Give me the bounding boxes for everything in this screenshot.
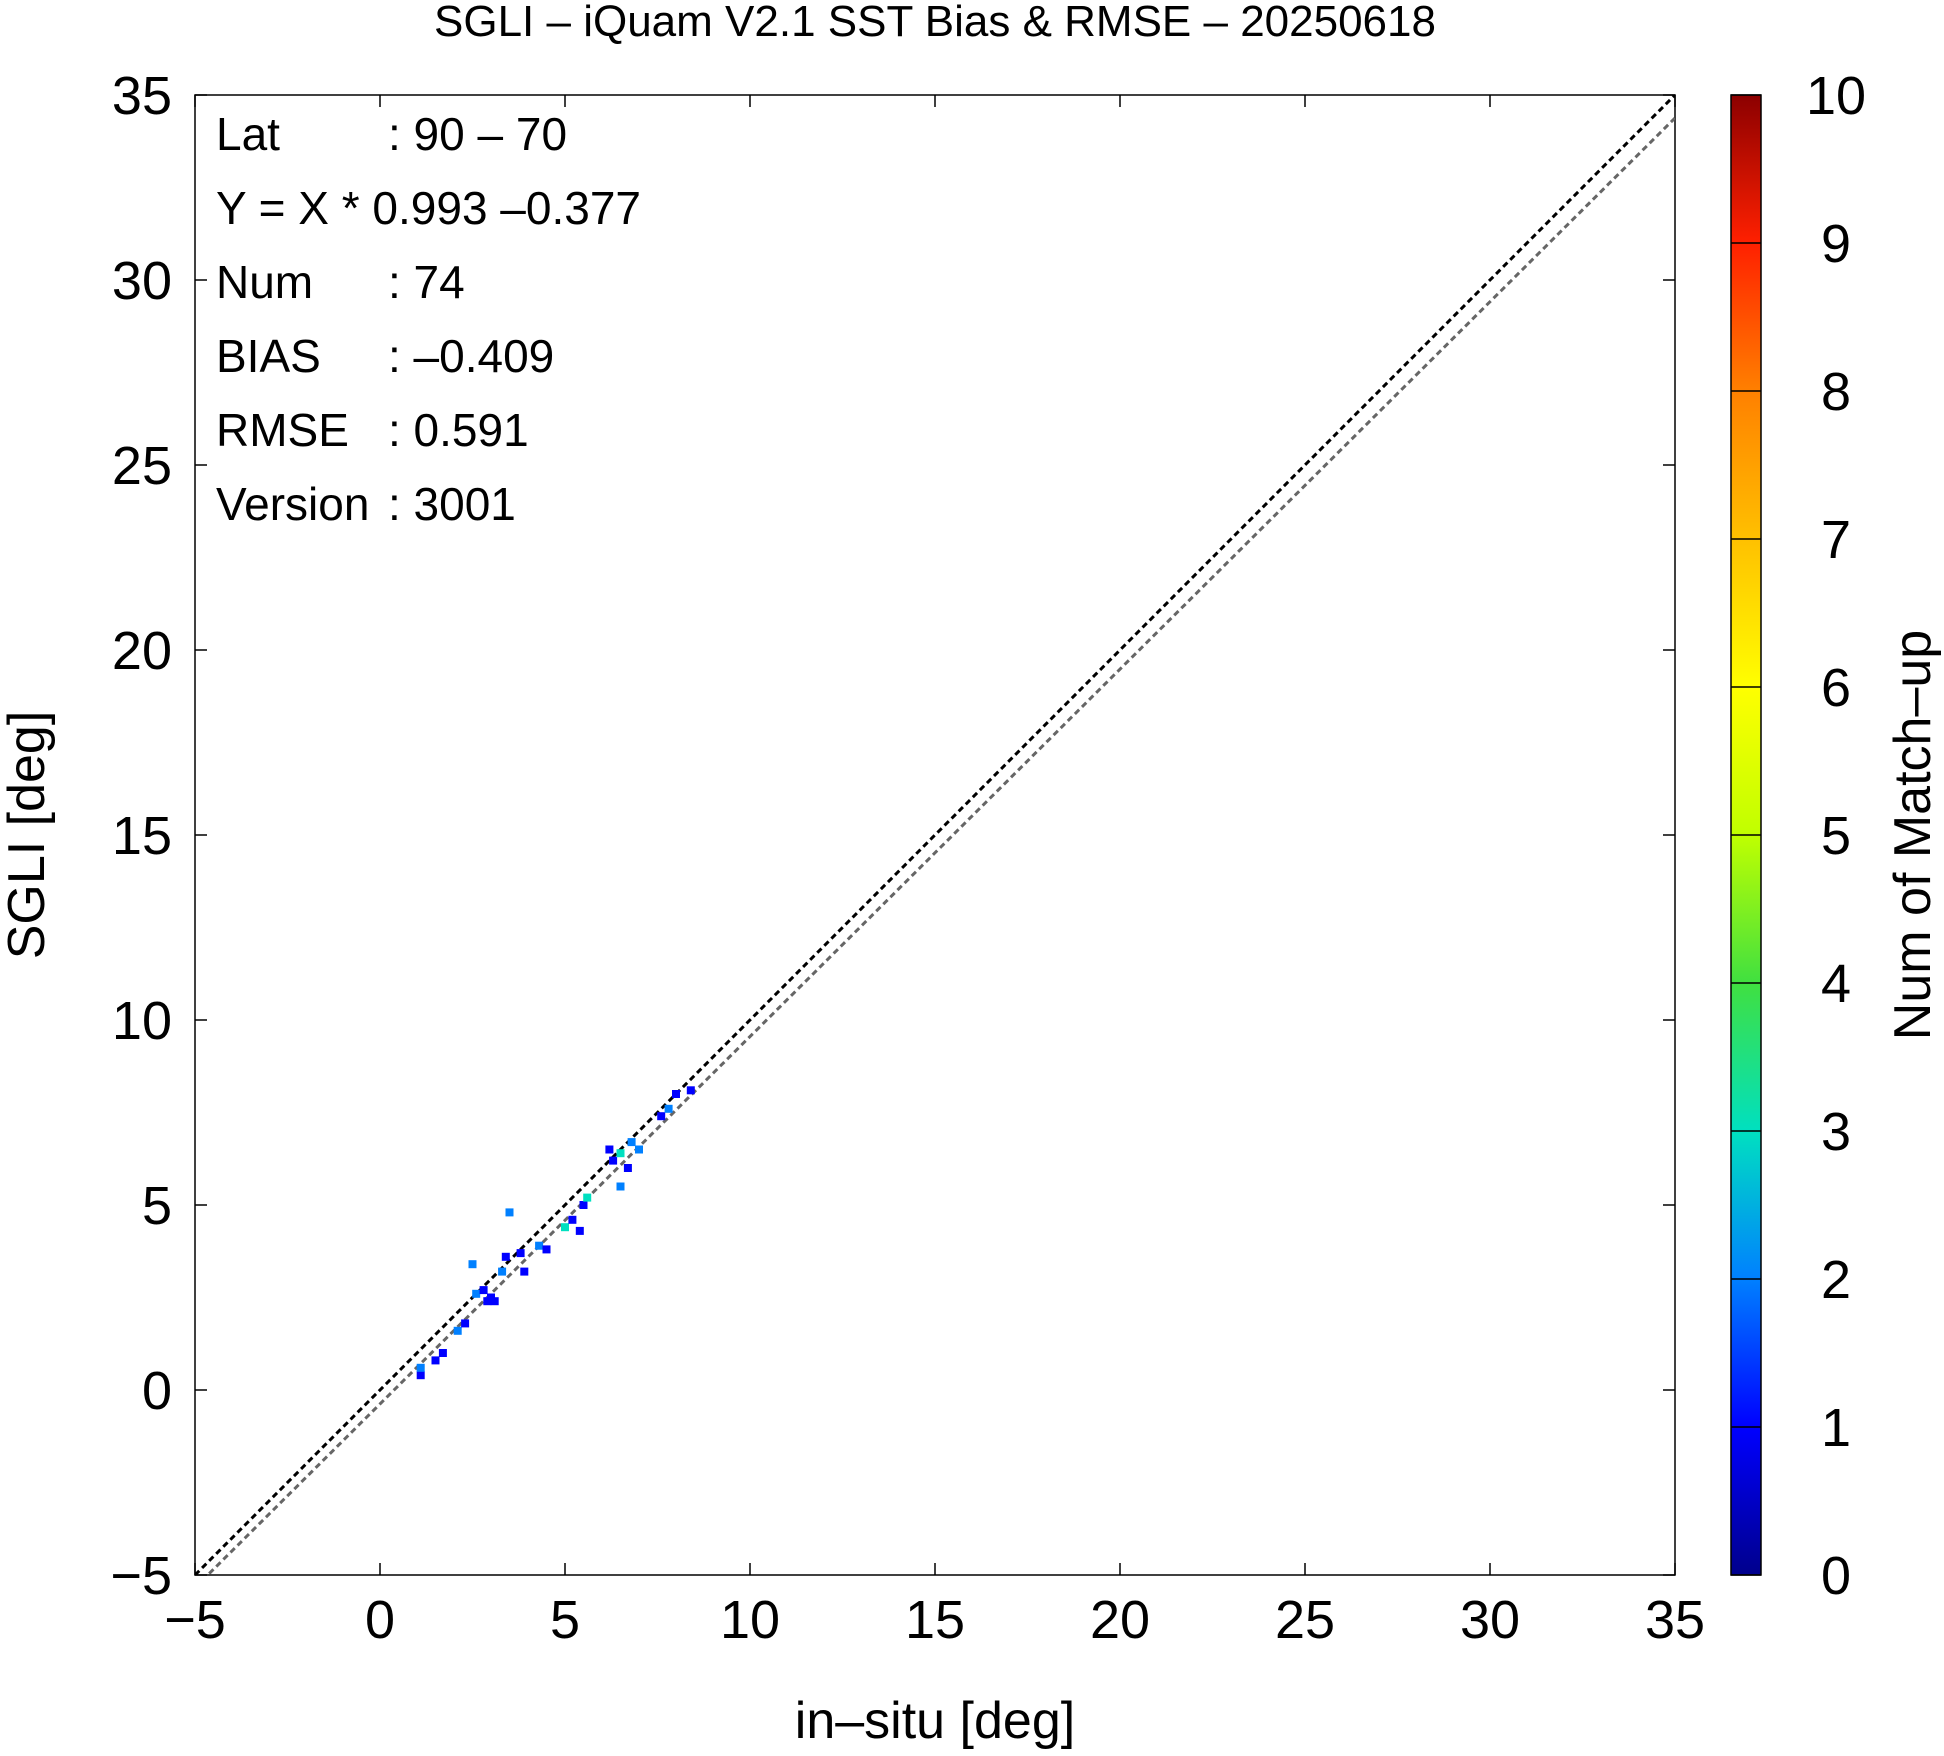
data-point	[505, 1208, 514, 1217]
data-point	[516, 1249, 525, 1258]
x-tick-label: 35	[1645, 1590, 1705, 1650]
stat-key: Num	[216, 256, 313, 308]
data-point	[583, 1193, 592, 1202]
stat-value: : 74	[388, 256, 465, 308]
one-to-one-line	[195, 95, 1675, 1575]
y-tick-label: 35	[112, 66, 172, 126]
data-point	[461, 1319, 470, 1328]
data-point	[635, 1145, 643, 1154]
stat-key: Lat	[216, 108, 280, 160]
regression-line	[205, 116, 1675, 1575]
data-point	[657, 1112, 666, 1121]
x-tick-label: 0	[365, 1590, 395, 1650]
data-point	[542, 1245, 551, 1254]
x-tick-label: 10	[720, 1590, 780, 1650]
y-tick-label: 25	[112, 436, 172, 496]
stat-key: Y = X * 0.993 –0.377	[216, 182, 641, 234]
chart-title: SGLI – iQuam V2.1 SST Bias & RMSE – 2025…	[434, 0, 1436, 46]
stat-key: Version	[216, 478, 369, 530]
stat-value: : 3001	[388, 478, 516, 530]
colorbar-tick-label: 3	[1821, 1102, 1851, 1162]
data-point	[664, 1104, 673, 1113]
stat-value: : –0.409	[388, 330, 554, 382]
data-point	[431, 1356, 440, 1365]
data-point	[568, 1215, 577, 1224]
x-axis-ticks: −5 0 5 10 15 20 25 30 35	[164, 95, 1705, 1650]
colorbar-tick-label: 10	[1806, 66, 1866, 126]
stat-key: BIAS	[216, 330, 321, 382]
y-tick-label: −5	[110, 1546, 172, 1606]
colorbar-tick-label: 9	[1821, 214, 1851, 274]
data-point	[579, 1201, 588, 1209]
colorbar-tick-label: 7	[1821, 510, 1851, 570]
colorbar-tick-label: 2	[1821, 1250, 1851, 1310]
y-axis-label: SGLI [deg]	[0, 711, 56, 960]
data-point	[479, 1286, 488, 1295]
colorbar-tick-label: 8	[1821, 362, 1851, 422]
data-point	[561, 1223, 569, 1232]
data-point	[501, 1252, 510, 1261]
data-point	[616, 1182, 625, 1191]
data-point	[416, 1371, 425, 1380]
stat-value: : 0.591	[388, 404, 529, 456]
x-tick-label: −5	[164, 1590, 226, 1650]
data-point	[623, 1164, 632, 1172]
colorbar-tick-label: 6	[1821, 658, 1851, 718]
y-tick-label: 30	[112, 251, 172, 311]
stat-key: RMSE	[216, 404, 349, 456]
data-point	[472, 1289, 481, 1298]
data-point	[575, 1226, 584, 1235]
x-tick-label: 30	[1460, 1590, 1520, 1650]
data-point	[438, 1349, 447, 1357]
data-point	[609, 1156, 618, 1165]
y-tick-label: 5	[142, 1176, 172, 1236]
data-points	[416, 1086, 695, 1380]
y-tick-label: 15	[112, 806, 172, 866]
colorbar-tick-label: 1	[1821, 1398, 1851, 1458]
data-point	[535, 1241, 544, 1250]
data-point	[490, 1297, 499, 1306]
y-tick-label: 0	[142, 1361, 172, 1421]
x-axis-label: in–situ [deg]	[795, 1692, 1075, 1750]
data-point	[627, 1138, 636, 1147]
data-point	[672, 1090, 680, 1098]
x-tick-label: 15	[905, 1590, 965, 1650]
data-point	[453, 1326, 462, 1335]
data-point	[416, 1363, 425, 1372]
colorbar-label: Num of Match–up	[1884, 630, 1942, 1040]
colorbar-tick-label: 4	[1821, 954, 1851, 1014]
x-tick-label: 20	[1090, 1590, 1150, 1650]
data-point	[686, 1086, 695, 1095]
reference-lines	[195, 95, 1675, 1575]
data-point	[605, 1145, 614, 1154]
colorbar-tick-label: 5	[1821, 806, 1851, 866]
y-tick-label: 10	[112, 991, 172, 1051]
x-tick-label: 5	[550, 1590, 580, 1650]
data-point	[468, 1260, 477, 1269]
y-tick-label: 20	[112, 621, 172, 681]
data-point	[616, 1149, 625, 1158]
colorbar: 0 1 2 3 4 5 6 7 8 9 10	[1730, 66, 1866, 1606]
colorbar-tick-label: 0	[1821, 1546, 1851, 1606]
x-tick-label: 25	[1275, 1590, 1335, 1650]
stats-box: Lat : 90 – 70 Y = X * 0.993 –0.377 Num : 74 B…	[216, 108, 641, 530]
data-point	[498, 1267, 507, 1276]
stat-value: : 90 – 70	[388, 108, 567, 160]
y-axis-ticks: −5 0 5 10 15 20 25 30 35	[110, 66, 1675, 1606]
data-point	[520, 1267, 529, 1276]
